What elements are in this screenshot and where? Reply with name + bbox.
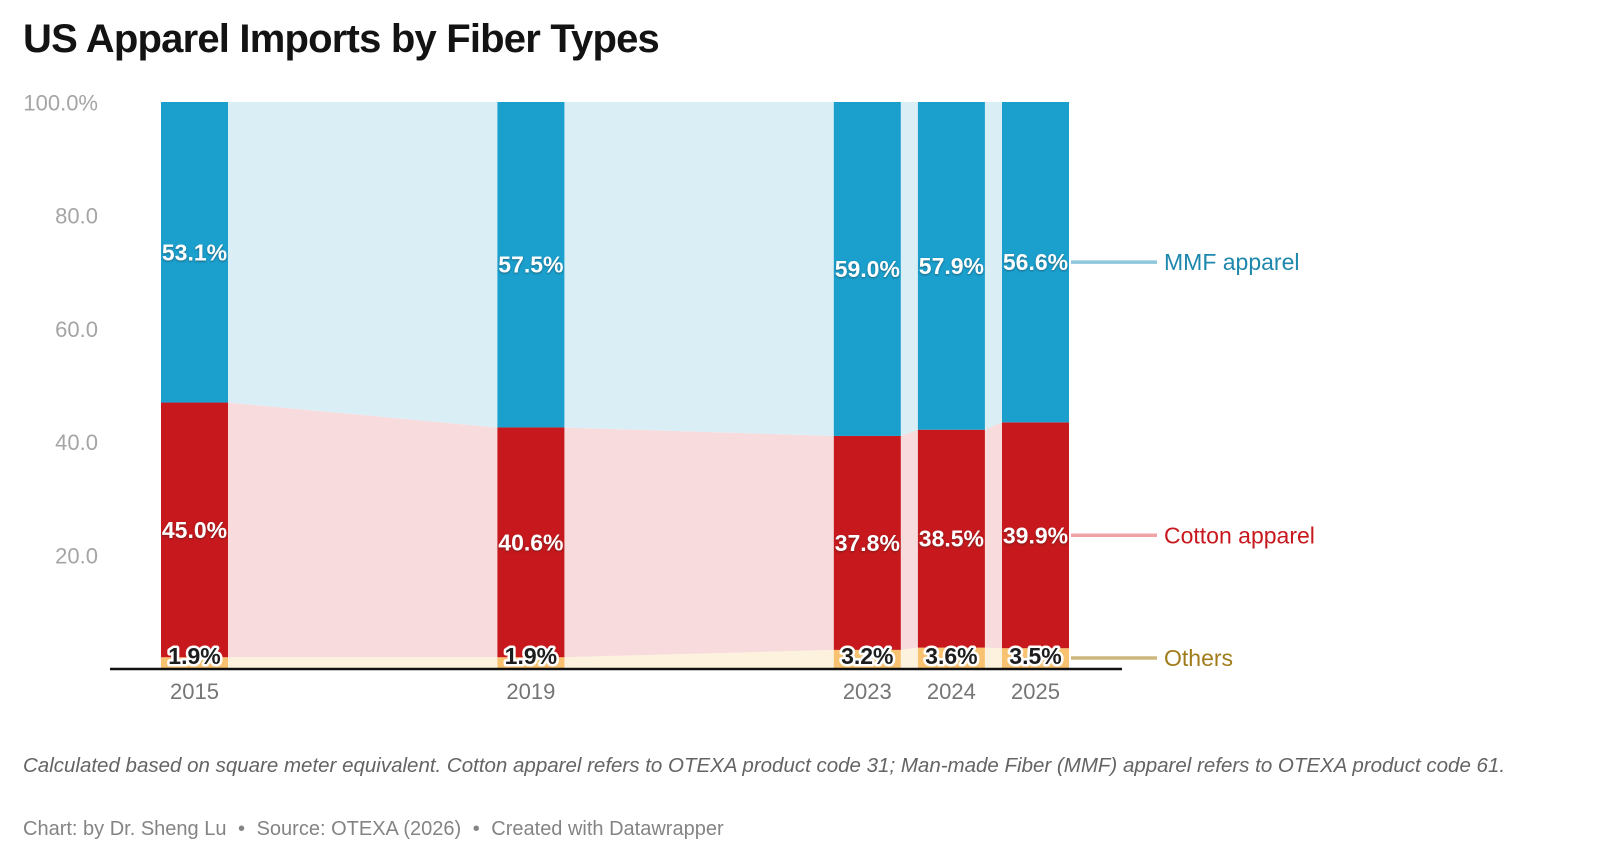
x-axis-tick-label: 2019: [506, 679, 555, 704]
bar-segment-mmf-apparel-2023[interactable]: [833, 102, 901, 436]
bar-segment-cotton-apparel-2015[interactable]: [161, 402, 228, 658]
value-label-mmf-apparel-2024: 57.9%: [919, 253, 984, 279]
chart-notes: Calculated based on square meter equival…: [23, 754, 1506, 777]
bar-segment-mmf-apparel-2025[interactable]: [1002, 102, 1069, 423]
x-axis-tick-label: 2015: [170, 679, 219, 704]
bar-segment-cotton-apparel-2025[interactable]: [1002, 422, 1069, 649]
bar-segment-mmf-apparel-2024[interactable]: [917, 102, 985, 430]
chart-byline: Chart: by Dr. Sheng Lu • Source: OTEXA (…: [23, 818, 724, 841]
value-label-mmf-apparel-2015: 53.1%: [162, 239, 227, 265]
value-label-others-2015: 1.9%: [168, 643, 220, 669]
area-band-cotton-apparel: [984, 422, 1002, 649]
bar-segment-others-2024[interactable]: [917, 647, 985, 668]
y-axis-tick-label: 40.0: [55, 430, 98, 455]
byline-source: Source: OTEXA (2026): [256, 818, 462, 840]
legend-label-cotton-apparel[interactable]: Cotton apparel: [1164, 522, 1315, 548]
area-band-mmf-apparel: [984, 102, 1002, 430]
area-band-others: [228, 657, 498, 668]
y-axis-tick-label: 100.0%: [23, 91, 98, 116]
byline-chart-credit: Chart: by Dr. Sheng Lu: [23, 818, 227, 840]
value-label-cotton-apparel-2023: 37.8%: [835, 530, 900, 556]
area-band-cotton-apparel: [228, 402, 498, 658]
bar-segment-others-2015[interactable]: [161, 657, 228, 668]
bar-segment-others-2025[interactable]: [1002, 648, 1069, 668]
chart-canvas: 100.0% 80.0 60.0 40.0 20.0 2015 2019 2023 2024 20…: [23, 91, 1315, 705]
x-axis-tick-label: 2024: [927, 679, 976, 704]
value-label-mmf-apparel-2025: 56.6%: [1003, 249, 1068, 275]
x-axis-tick-label: 2023: [843, 679, 892, 704]
value-label-mmf-apparel-2019: 57.5%: [498, 252, 563, 278]
legend-label-others[interactable]: Others: [1164, 645, 1233, 671]
bar-segment-cotton-apparel-2019[interactable]: [497, 427, 565, 658]
bar-segment-mmf-apparel-2015[interactable]: [161, 102, 228, 403]
value-label-others-2025: 3.5%: [1009, 643, 1061, 669]
y-axis-tick-label: 60.0: [55, 317, 98, 342]
bar-segment-cotton-apparel-2024[interactable]: [917, 429, 985, 648]
area-band-cotton-apparel: [900, 429, 918, 650]
bar-segment-others-2023[interactable]: [833, 649, 901, 668]
area-band-others: [984, 647, 1002, 668]
byline-separator: •: [472, 818, 480, 840]
byline-datawrapper-link[interactable]: Created with Datawrapper: [491, 818, 724, 840]
bar-segment-others-2019[interactable]: [497, 657, 565, 668]
bar-segment-mmf-apparel-2019[interactable]: [497, 102, 565, 428]
y-axis-tick-label: 20.0: [55, 543, 98, 568]
value-label-others-2024: 3.6%: [925, 643, 977, 669]
bar-segment-cotton-apparel-2023[interactable]: [833, 435, 901, 650]
area-band-others: [900, 647, 918, 668]
value-label-mmf-apparel-2023: 59.0%: [835, 256, 900, 282]
value-label-cotton-apparel-2019: 40.6%: [498, 529, 563, 555]
chart-title: US Apparel Imports by Fiber Types: [23, 17, 660, 61]
byline-separator: •: [238, 818, 246, 840]
value-label-others-2023: 3.2%: [841, 643, 893, 669]
area-band-others: [564, 649, 834, 668]
value-label-cotton-apparel-2015: 45.0%: [162, 517, 227, 543]
x-axis-tick-label: 2025: [1011, 679, 1060, 704]
legend-label-mmf-apparel[interactable]: MMF apparel: [1164, 249, 1299, 275]
area-band-cotton-apparel: [564, 427, 834, 658]
area-band-mmf-apparel: [564, 102, 834, 436]
value-label-others-2019: 1.9%: [505, 643, 557, 669]
value-label-cotton-apparel-2024: 38.5%: [919, 526, 984, 552]
y-axis-tick-label: 80.0: [55, 204, 98, 229]
value-label-cotton-apparel-2025: 39.9%: [1003, 522, 1068, 548]
area-band-mmf-apparel: [228, 102, 498, 428]
area-band-mmf-apparel: [900, 102, 918, 436]
